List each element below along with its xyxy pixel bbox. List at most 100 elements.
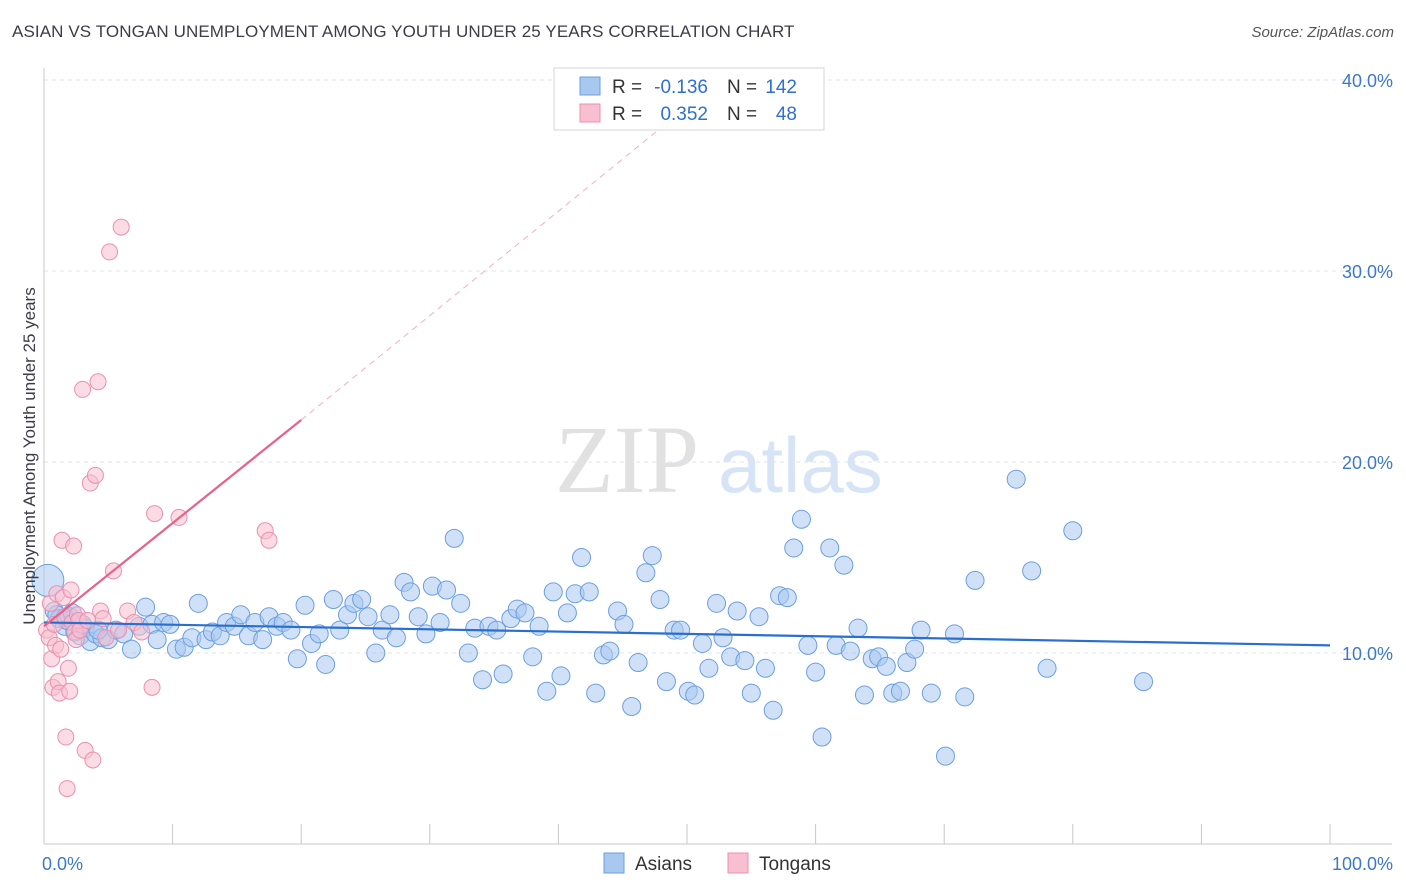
asian-point-71 (523, 647, 543, 667)
asian-point-129 (944, 624, 964, 644)
asian-point-136 (1134, 672, 1154, 692)
asian-point-85 (622, 696, 642, 716)
asian-point-88 (642, 546, 662, 566)
x-tick-label-max: 100.0% (1332, 854, 1393, 874)
tongan-point-15 (58, 780, 76, 798)
asian-point-127 (921, 683, 941, 703)
watermark-zip: ZIP (555, 406, 699, 513)
asian-point-16 (136, 597, 156, 617)
asian-point-107 (777, 588, 797, 608)
asian-point-126 (911, 620, 931, 640)
asian-point-49 (366, 643, 386, 663)
asian-point-105 (763, 700, 783, 720)
asian-point-37 (281, 620, 301, 640)
legend-n-label-asians: N = (727, 77, 757, 98)
asian-point-39 (295, 595, 315, 615)
asian-point-33 (253, 630, 273, 650)
y-tick-label-1: 20.0% (1342, 453, 1393, 473)
asian-point-80 (586, 683, 606, 703)
axes (43, 68, 1392, 845)
asians-points (31, 469, 1154, 766)
asian-point-125 (905, 639, 925, 659)
asian-point-104 (755, 658, 775, 678)
asian-point-73 (537, 681, 557, 701)
asian-point-102 (741, 683, 761, 703)
asian-point-112 (812, 727, 832, 747)
bottom-legend-label-asians: Asians (635, 854, 692, 875)
asian-point-58 (430, 612, 450, 632)
asian-point-132 (1006, 469, 1026, 489)
tongan-point-10 (52, 640, 70, 658)
asian-point-103 (749, 607, 769, 627)
y-tick-label-0: 10.0% (1342, 644, 1393, 664)
legend-n-value-asians: 142 (765, 77, 797, 98)
y-axis-title: Unemployment Among Youth under 25 years (20, 287, 39, 624)
tongan-point-39 (112, 218, 130, 236)
trend-lines (43, 106, 1331, 647)
asian-point-64 (473, 670, 493, 690)
asian-point-89 (650, 590, 670, 610)
tongan-point-43 (143, 678, 161, 696)
tongan-point-38 (110, 621, 128, 639)
gridlines (44, 79, 1392, 654)
asian-point-100 (727, 601, 747, 621)
asian-point-123 (890, 681, 910, 701)
asian-point-98 (713, 628, 733, 648)
asian-point-121 (876, 656, 896, 676)
asian-point-59 (437, 580, 457, 600)
asian-point-95 (692, 633, 712, 653)
asian-point-82 (600, 641, 620, 661)
asian-point-70 (515, 603, 535, 623)
asian-point-96 (699, 658, 719, 678)
asian-point-72 (529, 616, 549, 636)
asian-point-113 (820, 538, 840, 558)
asian-point-109 (791, 509, 811, 529)
asian-point-92 (671, 620, 691, 640)
tongan-point-18 (62, 581, 80, 599)
bottom-legend-swatch-asians (603, 852, 625, 874)
asian-point-60 (444, 528, 464, 548)
asian-point-54 (401, 582, 421, 602)
series-legend: Asians Tongans (603, 852, 831, 875)
asian-point-117 (848, 618, 868, 638)
asian-point-134 (1037, 658, 1057, 678)
asian-point-131 (965, 570, 985, 590)
y-tick-label-2: 30.0% (1342, 262, 1393, 282)
tongan-point-47 (260, 531, 278, 549)
asian-point-90 (656, 672, 676, 692)
asian-point-62 (458, 643, 478, 663)
asian-point-67 (493, 664, 513, 684)
legend-swatch-tongans (579, 103, 601, 123)
asian-point-111 (806, 662, 826, 682)
asian-point-24 (188, 593, 208, 613)
asian-point-43 (323, 590, 343, 610)
tongan-point-17 (61, 682, 79, 700)
y-tick-label-3: 40.0% (1342, 71, 1393, 91)
asian-point-78 (572, 548, 592, 567)
asian-point-130 (955, 687, 975, 707)
asian-point-86 (628, 653, 648, 673)
tongan-point-14 (57, 728, 75, 746)
y-tick-labels: 10.0% 20.0% 30.0% 40.0% (1342, 71, 1393, 664)
asian-point-128 (935, 746, 955, 766)
asian-point-74 (543, 582, 563, 602)
legend-r-value-asians: -0.136 (654, 77, 708, 98)
tongan-point-26 (74, 380, 92, 398)
asian-point-135 (1063, 521, 1083, 541)
tongan-point-32 (89, 373, 107, 391)
tongan-point-16 (59, 659, 77, 677)
x-tick-label-min: 0.0% (42, 854, 83, 874)
asian-point-55 (408, 607, 428, 627)
chart-title: ASIAN VS TONGAN UNEMPLOYMENT AMONG YOUTH… (12, 22, 795, 41)
tongan-point-42 (133, 623, 151, 641)
tongan-point-20 (65, 537, 83, 555)
legend-swatch-asians (579, 76, 601, 96)
watermark-atlas: atlas (718, 421, 883, 509)
tongan-point-31 (86, 466, 104, 484)
tongans-trend-extension (300, 106, 688, 421)
tongan-point-30 (84, 751, 102, 769)
asian-point-79 (579, 582, 599, 602)
asian-point-118 (854, 685, 874, 705)
legend-r-label-asians: R = (612, 77, 642, 98)
